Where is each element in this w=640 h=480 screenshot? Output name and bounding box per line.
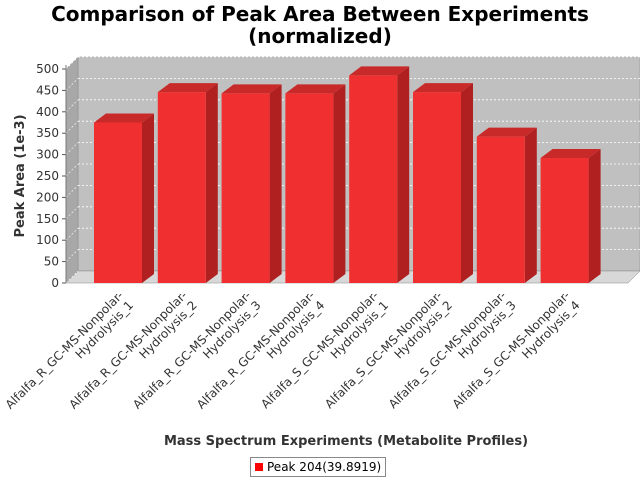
bar-side	[269, 84, 282, 284]
bar	[285, 93, 334, 284]
bar-top	[157, 83, 218, 93]
y-tick-label: 300	[36, 148, 59, 162]
chart-title-line-1: Comparison of Peak Area Between Experime…	[51, 2, 589, 26]
bar-top	[285, 84, 346, 94]
y-tick-label: 200	[36, 190, 59, 204]
legend-swatch	[255, 463, 263, 471]
bar-top	[540, 149, 601, 159]
x-axis-label: Mass Spectrum Experiments (Metabolite Pr…	[164, 434, 528, 449]
y-tick-label: 50	[44, 255, 59, 269]
bar-side	[397, 66, 410, 283]
bar-side	[524, 127, 537, 284]
legend-label: Peak 204(39.8919)	[267, 460, 382, 474]
bar-side	[588, 149, 601, 283]
bar	[540, 158, 589, 283]
gridline-side	[65, 142, 79, 155]
y-tick-label: 0	[51, 276, 59, 290]
bar	[94, 122, 142, 283]
bar-top	[413, 83, 473, 93]
bar-top	[221, 84, 282, 94]
bar	[413, 92, 461, 283]
bar-side	[461, 83, 473, 283]
legend: Peak 204(39.8919)	[250, 457, 387, 477]
y-tick-label: 400	[36, 105, 59, 119]
chart-title-line-2: (normalized)	[248, 24, 392, 48]
x-tick-label-line: Alfalfa_R_GC-MS-Nonpolar-	[3, 288, 127, 412]
y-tick-label: 350	[36, 126, 59, 140]
bar-top	[349, 66, 410, 76]
bar-side	[333, 84, 346, 284]
gridline-side	[65, 185, 79, 198]
bar	[221, 93, 270, 284]
y-tick-label: 450	[36, 83, 59, 97]
gridline-side	[65, 206, 79, 220]
gridline-side	[65, 227, 79, 241]
gridline-side	[65, 270, 79, 284]
bar-top	[476, 127, 537, 137]
bar-side	[142, 113, 154, 283]
gridline-side	[65, 56, 79, 70]
gridline-side	[65, 78, 79, 91]
bar-top	[94, 113, 154, 123]
gridline-side	[65, 120, 79, 134]
bar	[476, 136, 525, 283]
bar	[349, 75, 398, 283]
bar-side	[205, 83, 218, 283]
y-tick-label: 250	[36, 169, 59, 183]
bar	[157, 92, 206, 283]
gridline-side	[65, 249, 79, 262]
gridline-side	[65, 99, 79, 113]
y-tick-label: 150	[36, 212, 59, 226]
y-axis-label: Peak Area (1e-3)	[13, 114, 28, 237]
y-tick-label: 100	[36, 233, 59, 247]
y-tick-label: 500	[36, 62, 59, 76]
gridline-side	[65, 163, 79, 177]
